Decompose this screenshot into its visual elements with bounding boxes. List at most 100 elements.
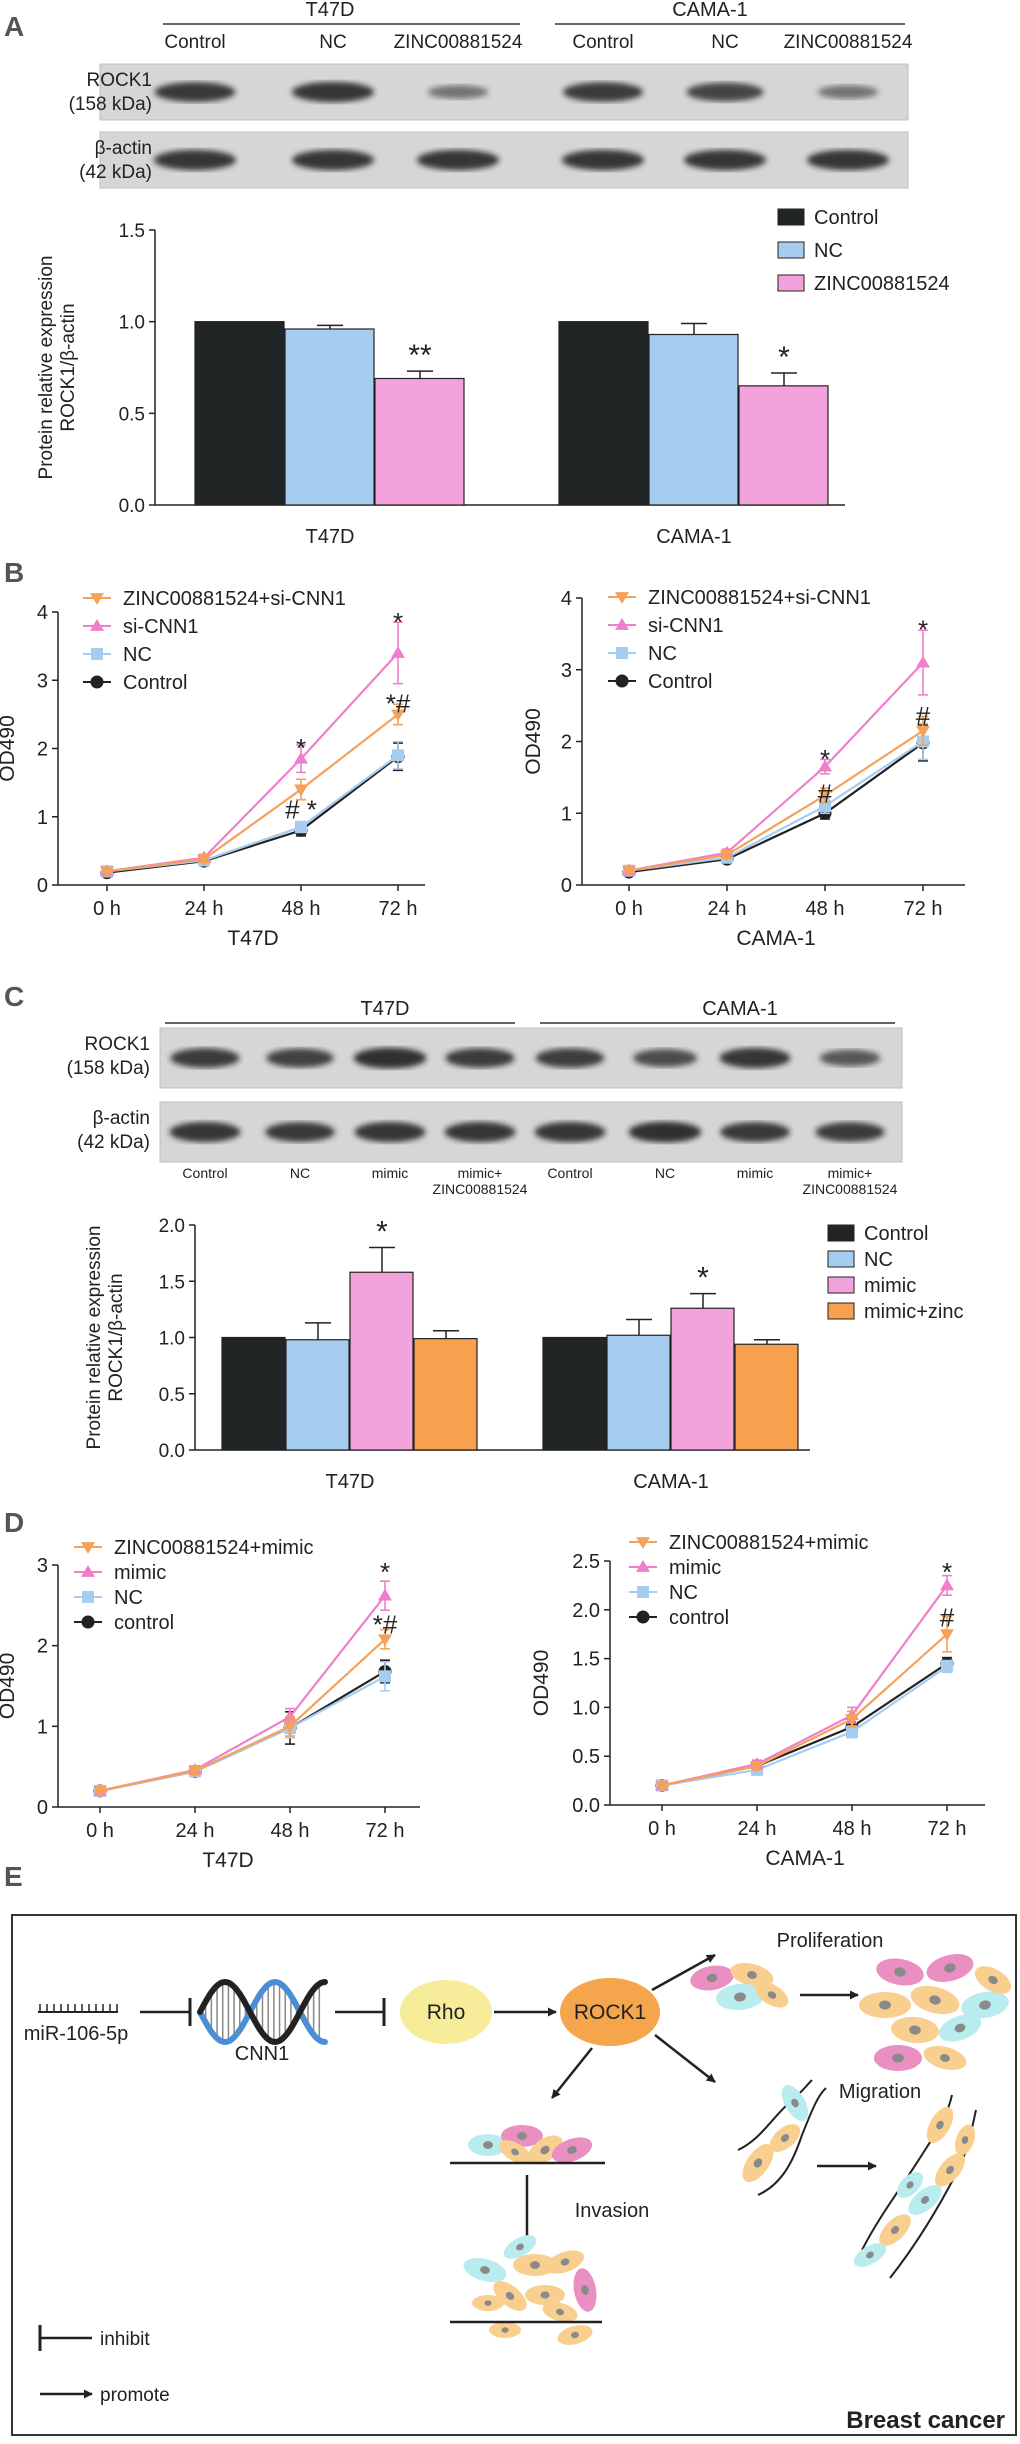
blot-group-label: T47D: [306, 0, 355, 21]
blot-band: [169, 1121, 241, 1143]
data-point: [391, 645, 405, 658]
cell-nucleus: [767, 1991, 777, 1999]
y-tick-label: 0.0: [572, 1795, 600, 1817]
legend-label: mimic: [669, 1557, 721, 1579]
legend-label: Control: [123, 672, 187, 694]
blot-band: [819, 1049, 881, 1067]
y-tick-label: 1.5: [572, 1649, 600, 1671]
x-axis-label: T47D: [202, 1849, 253, 1872]
legend-swatch: [827, 1250, 855, 1268]
data-point: [81, 1615, 95, 1629]
data-point: [90, 593, 104, 605]
y-tick-label: 2: [37, 739, 48, 761]
data-point: [294, 751, 308, 764]
data-point: [622, 865, 636, 878]
data-point: [845, 1714, 859, 1727]
blot-band: [265, 1122, 335, 1142]
data-point: [636, 1560, 650, 1572]
x-tick-label: 72 h: [366, 1820, 405, 1842]
series-line: [99, 1675, 386, 1792]
cell-nucleus: [909, 2025, 921, 2035]
y-axis-label: ROCK1/β-actin: [58, 303, 79, 431]
cell-nucleus: [866, 2251, 874, 2259]
bar: [285, 1339, 350, 1451]
blot-band: [562, 82, 644, 102]
schematic-title: Breast cancer: [846, 2407, 1005, 2434]
legend-label: mimic: [864, 1275, 916, 1297]
cell-nucleus: [988, 1975, 998, 1985]
significance-mark: *: [918, 615, 928, 645]
blot-band: [444, 1121, 516, 1143]
x-tick-label: 48 h: [833, 1818, 872, 1840]
x-axis-label: CAMA-1: [765, 1847, 844, 1870]
blot-band: [815, 1122, 885, 1142]
line-chart-b-cama1: 0 1 2 3 4 0 h 24 h 48 h 72 h CAMA-1 OD490 * # * # ZINC0…: [522, 587, 965, 950]
significance-mark: # *: [285, 795, 317, 825]
proliferation-cells-large: [859, 1953, 1012, 2071]
bar: [374, 377, 465, 506]
legend-label: si-CNN1: [123, 616, 199, 638]
legend-label: NC: [669, 1582, 698, 1604]
cell-nucleus: [879, 2000, 891, 2010]
significance-mark: *: [380, 1557, 390, 1587]
data-point: [941, 1660, 953, 1673]
y-tick-label: 2.0: [572, 1600, 600, 1622]
significance-mark: *: [942, 1557, 952, 1587]
data-point: [615, 674, 629, 688]
invasion-cells-bottom: [463, 2235, 597, 2345]
blot-band: [535, 1048, 605, 1068]
y-tick-label: 0.5: [572, 1746, 600, 1768]
proliferation-cells-small: [690, 1962, 789, 2011]
bar: [349, 1271, 414, 1451]
blot-protein-label: β-actin: [95, 138, 152, 159]
data-point: [378, 1634, 392, 1647]
legend-label: Control: [648, 671, 712, 693]
panel-letter-c: C: [4, 981, 24, 1012]
cell-nucleus: [567, 2146, 577, 2154]
blot-lane-label: NC: [290, 1165, 310, 1181]
legend-swatch: [827, 1276, 855, 1294]
data-point: [81, 1542, 95, 1554]
invasion-cells-top: [468, 2125, 593, 2165]
significance-mark: *: [376, 1216, 388, 1249]
y-tick-label: 0.0: [119, 496, 145, 517]
key-inhibit-symbol: [38, 2325, 92, 2351]
series-line: [628, 729, 924, 872]
bar: [284, 328, 375, 506]
y-axis-label: OD490: [530, 1650, 553, 1717]
inhibit-arrow-mir-cnn1: [140, 1998, 192, 2026]
blot-lane-label: mimic: [737, 1165, 774, 1181]
blot-lane-label: ZINC00881524: [784, 32, 913, 53]
data-point: [750, 1761, 764, 1773]
schematic-e: miR-106-5p CNN1 Rho ROCK1 Proliferation …: [11, 1914, 1017, 2436]
cell-nucleus: [753, 2158, 763, 2168]
data-point: [82, 1591, 94, 1603]
y-axis-label: OD490: [0, 1653, 19, 1720]
mirna-label: miR-106-5p: [24, 2023, 128, 2045]
migration-label: Migration: [839, 2081, 921, 2103]
series-line: [628, 661, 924, 872]
legend-label: ZINC00881524: [814, 273, 950, 295]
cell-nucleus: [517, 2132, 527, 2140]
dna-helix-icon: [197, 1978, 328, 2046]
x-tick-label: 48 h: [806, 898, 845, 920]
data-point: [818, 790, 832, 803]
promote-arrow-rock1-invasion: [551, 2047, 593, 2099]
data-point: [636, 1537, 650, 1549]
blot-lane-label: Control: [182, 1165, 227, 1181]
cell-nucleus: [954, 2023, 966, 2033]
y-tick-label: 0.5: [159, 1385, 185, 1406]
data-point: [188, 1765, 202, 1778]
blot-lane-label: Control: [547, 1165, 592, 1181]
cell-nucleus: [734, 1992, 746, 2002]
y-tick-label: 1.0: [572, 1697, 600, 1719]
data-point: [818, 759, 832, 772]
significance-mark: *: [393, 607, 403, 637]
blot-kda-label: (42 kDa): [77, 1132, 150, 1153]
y-axis-label: Protein relative expression: [84, 1226, 105, 1450]
data-point: [720, 849, 734, 862]
bar: [670, 1307, 735, 1451]
data-point: [283, 1709, 297, 1722]
panel-letter-e: E: [4, 1861, 23, 1892]
